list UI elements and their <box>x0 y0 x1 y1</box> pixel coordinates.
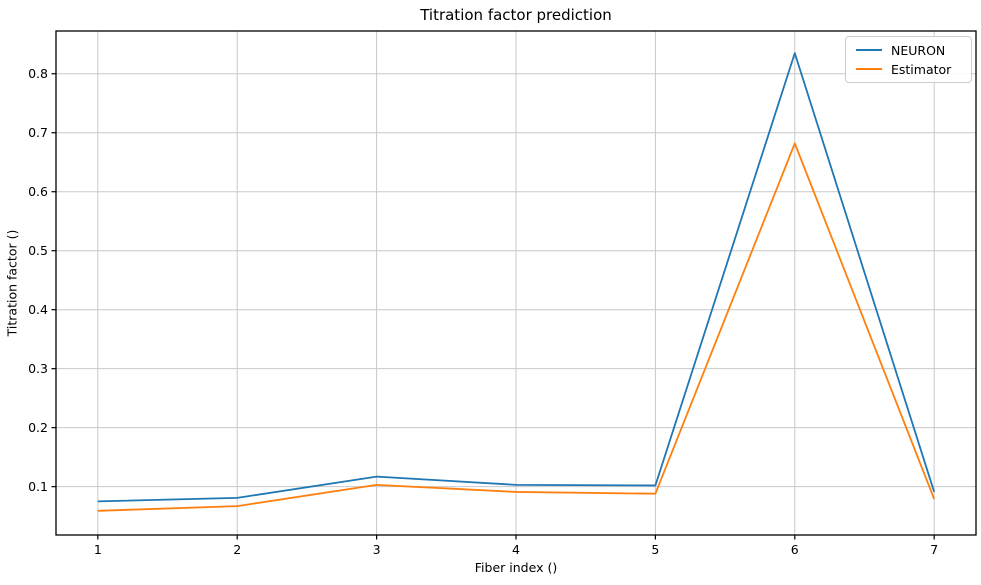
legend-entry-label: NEURON <box>891 42 946 58</box>
y-tick-label: 0.2 <box>28 420 48 435</box>
y-tick-label: 0.1 <box>28 479 48 494</box>
x-tick-label: 6 <box>791 542 799 557</box>
y-tick-label: 0.7 <box>28 125 48 140</box>
x-tick-label: 2 <box>233 542 241 557</box>
legend-entry: Estimator <box>856 61 965 77</box>
x-tick-label: 3 <box>373 542 381 557</box>
y-tick-label: 0.3 <box>28 361 48 376</box>
y-tick-label: 0.4 <box>28 302 48 317</box>
legend-entry-label: Estimator <box>891 61 952 77</box>
y-tick-label: 0.6 <box>28 184 48 199</box>
series-line-neuron <box>97 52 936 503</box>
chart-title: Titration factor prediction <box>420 6 612 24</box>
legend: NEURON Estimator <box>845 36 972 83</box>
legend-line-swatch <box>856 67 882 71</box>
series-line-estimator <box>97 142 936 512</box>
y-tick-label: 0.8 <box>28 66 48 81</box>
y-tick-label: 0.5 <box>28 243 48 258</box>
x-tick-label: 1 <box>94 542 102 557</box>
y-axis-label: Titration factor () <box>4 229 20 337</box>
x-axis-label: Fiber index () <box>474 560 558 575</box>
x-tick-label: 4 <box>512 542 520 557</box>
x-tick-label: 7 <box>930 542 938 557</box>
x-tick-label: 5 <box>651 542 659 557</box>
legend-entry: NEURON <box>856 42 965 58</box>
legend-line-swatch <box>856 48 882 52</box>
